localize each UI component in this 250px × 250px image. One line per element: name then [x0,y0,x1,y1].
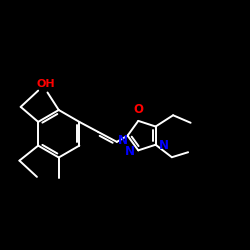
Text: O: O [133,104,143,117]
Text: N: N [118,134,128,147]
Text: N: N [124,145,134,158]
Text: OH: OH [37,80,56,90]
Text: N: N [159,140,169,152]
